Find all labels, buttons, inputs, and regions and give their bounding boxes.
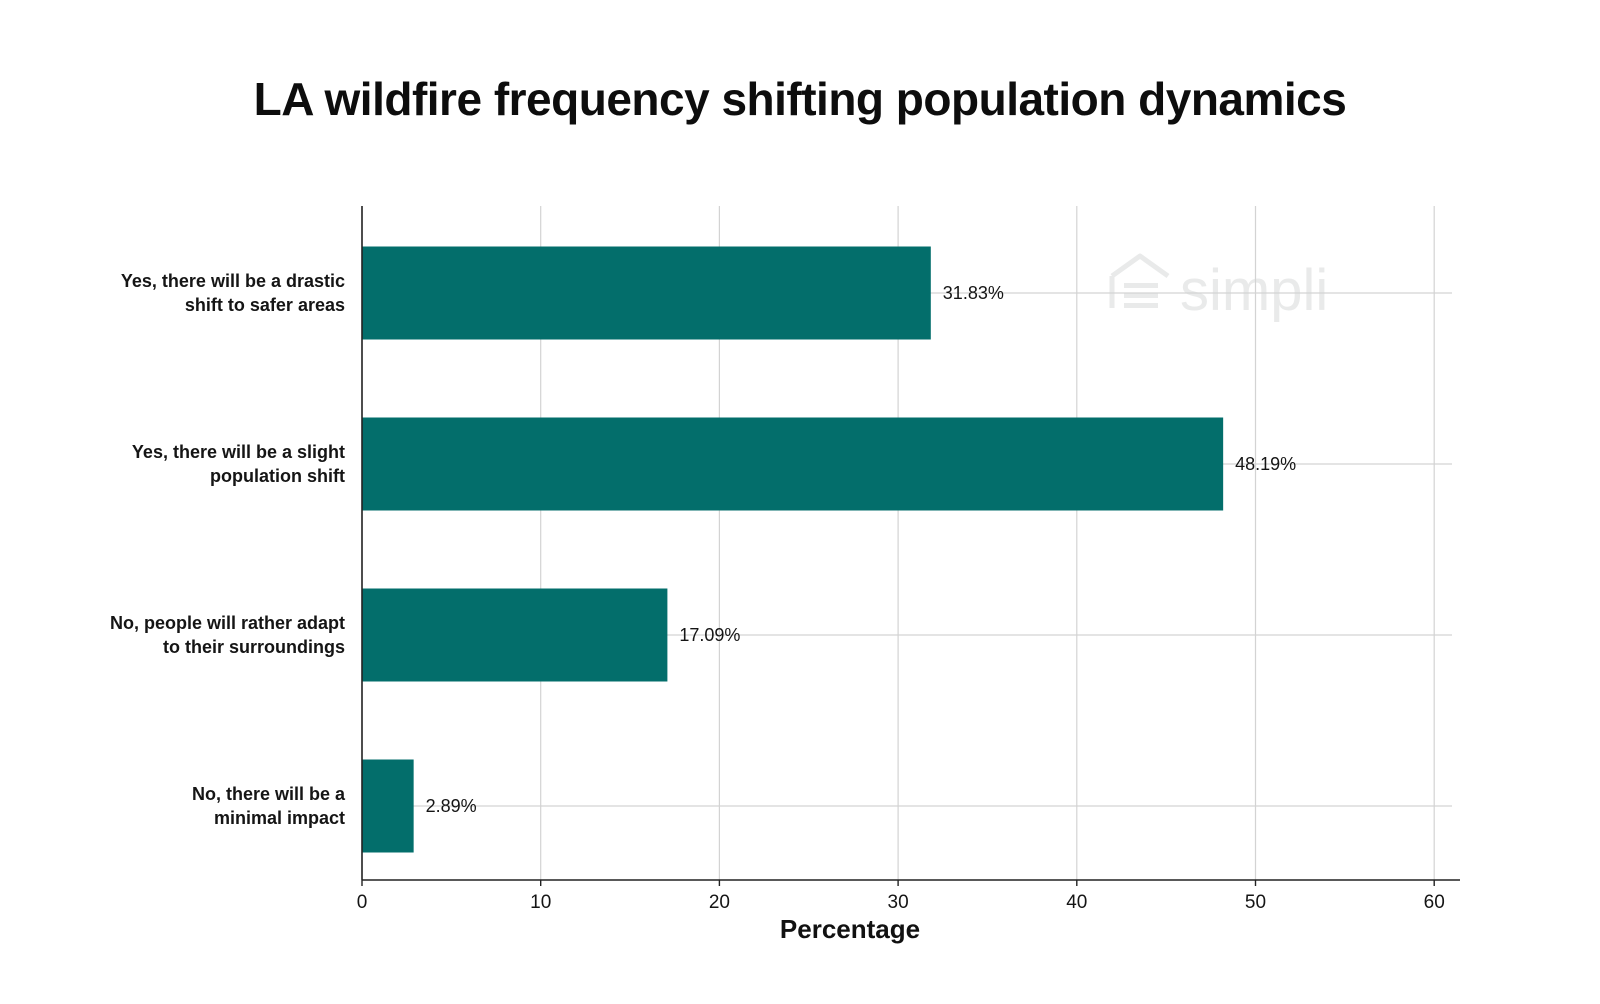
bar — [362, 246, 931, 340]
axes — [361, 206, 1460, 886]
chart-title: LA wildfire frequency shifting populatio… — [253, 73, 1347, 125]
x-tick-label: 40 — [1066, 892, 1087, 913]
category-label: Yes, there will be a drastic shift to saf… — [121, 271, 345, 315]
bar — [362, 417, 1224, 511]
labels: 31.83% Yes, there will be a drastic shift … — [110, 271, 1445, 913]
watermark-text: simpli — [1180, 258, 1328, 323]
bars — [362, 246, 1224, 853]
value-label: 48.19% — [1235, 454, 1296, 474]
x-axis-title: Percentage — [780, 914, 920, 944]
x-tick-label: 10 — [530, 892, 551, 913]
x-tick-label: 60 — [1424, 892, 1445, 913]
x-tick-label: 30 — [888, 892, 909, 913]
x-tick-label: 50 — [1245, 892, 1266, 913]
value-label: 17.09% — [679, 625, 740, 645]
x-tick-label: 0 — [357, 892, 368, 913]
value-label: 31.83% — [943, 283, 1004, 303]
category-label: No, people will rather adapt to their sur… — [110, 613, 345, 657]
simpli-watermark: simpli — [1109, 253, 1328, 323]
bar — [362, 588, 668, 682]
value-label: 2.89% — [426, 796, 477, 816]
category-label: No, there will be a minimal impact — [192, 784, 346, 828]
x-tick-label: 20 — [709, 892, 730, 913]
house-logo-icon — [1109, 253, 1170, 308]
category-label: Yes, there will be a slight population sh… — [132, 442, 345, 486]
bar — [362, 759, 414, 853]
